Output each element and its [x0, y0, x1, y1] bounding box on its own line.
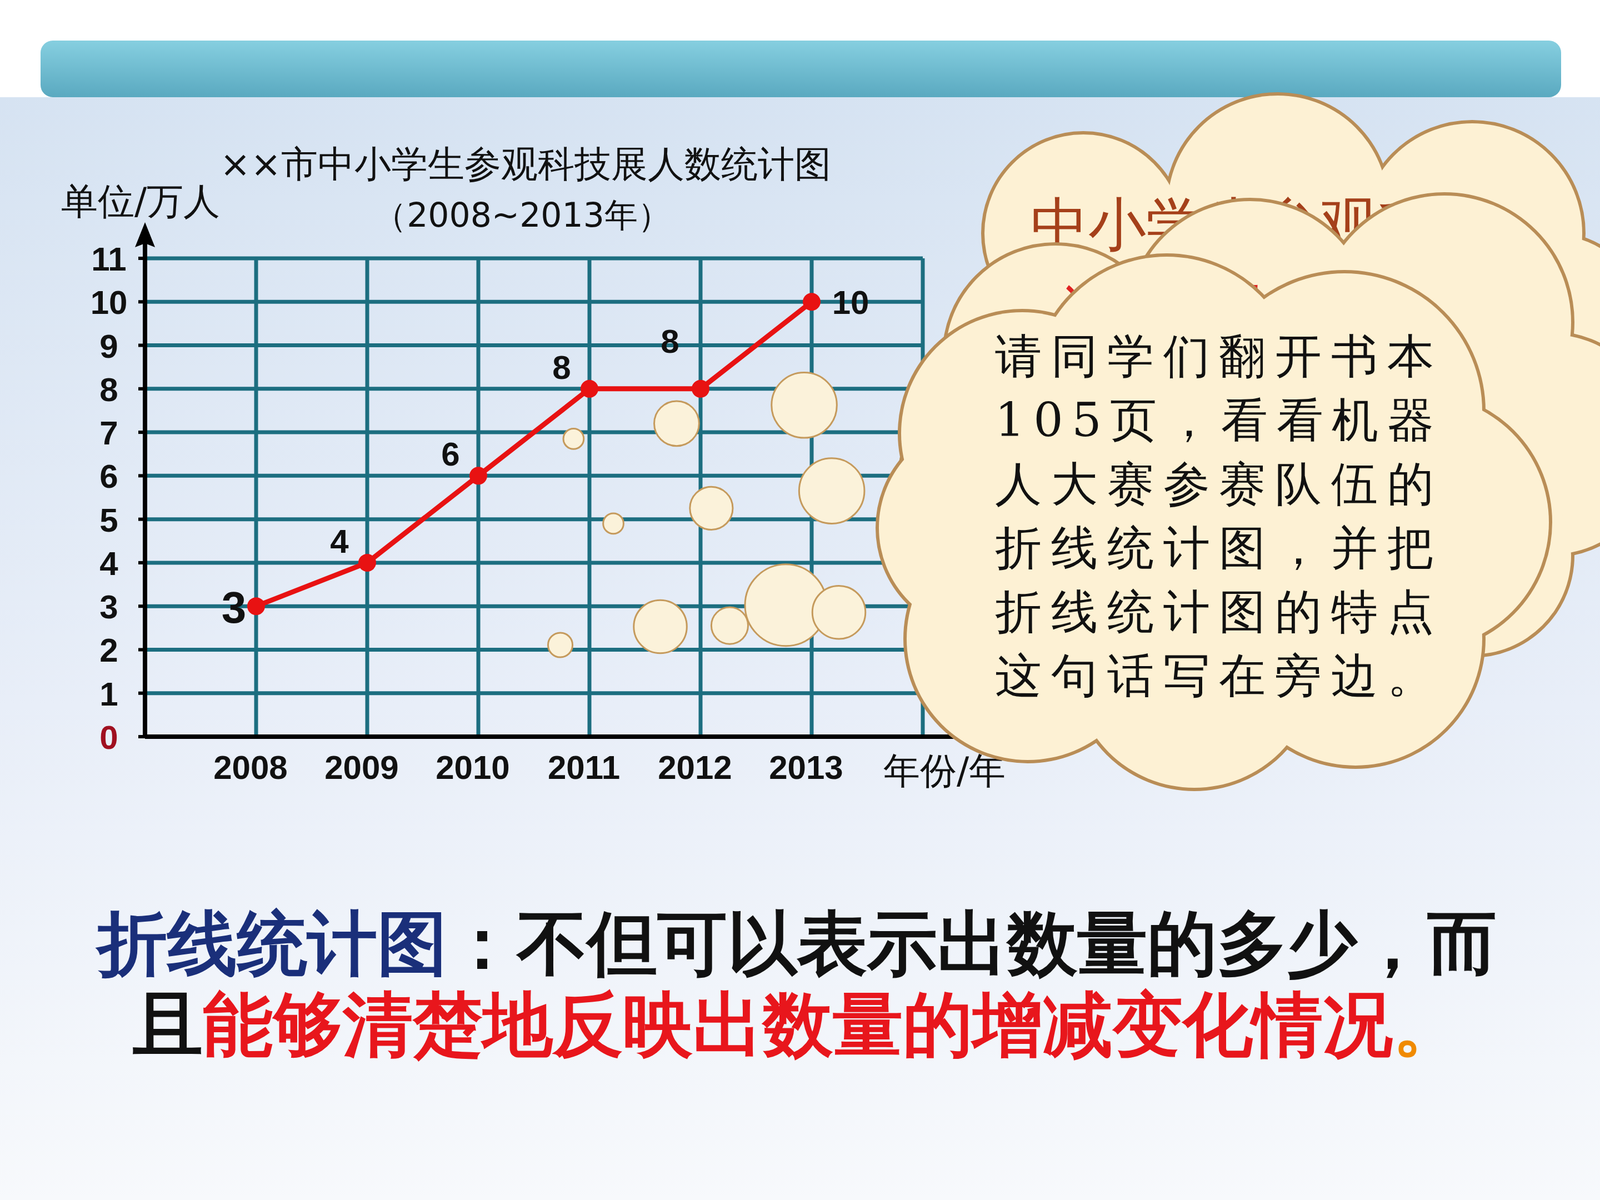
decor-bubble	[633, 600, 688, 654]
y-tick-label: 6	[99, 457, 118, 495]
background	[0, 0, 1600, 1200]
y-tick	[138, 387, 145, 391]
data-label: 8	[552, 348, 571, 387]
bubbles	[547, 372, 865, 658]
conclusion-highlight: 能够清楚地反映出数量的增减变化情况	[202, 983, 1393, 1066]
y-tick-label: 4	[99, 545, 119, 583]
data-point	[580, 380, 599, 398]
conclusion-term: 折线统计图	[95, 902, 448, 985]
cloud-front-text: 折线统计图，并把	[995, 520, 1434, 575]
y-tick	[138, 473, 145, 478]
grid-line-y	[145, 256, 923, 261]
background-sky	[0, 97, 1600, 1200]
grid-line-y	[145, 517, 923, 522]
y-tick-label: 11	[91, 240, 127, 278]
y-tick	[138, 691, 145, 695]
x-tick-label: 2010	[435, 748, 510, 787]
y-tick	[138, 430, 145, 434]
grid-line-x	[476, 258, 481, 737]
conclusion-text: ：不但可以表示出数量的多少，而	[447, 902, 1498, 985]
grid-line-y	[145, 343, 923, 348]
y-tick	[138, 604, 145, 608]
grid-line-x	[254, 258, 259, 737]
x-axis	[145, 734, 984, 739]
decor-bubble	[563, 428, 584, 450]
grid-line-x	[365, 258, 370, 737]
y-tick-label: 2	[99, 631, 118, 669]
conclusion-end: 。	[1392, 983, 1463, 1066]
cloud-front-text: 折线统计图的特点	[995, 584, 1434, 639]
decor-bubble	[690, 486, 733, 530]
cloud-front	[877, 255, 1550, 789]
slide: ××市中小学生参观科技展人数统计图（2008~2013年）单位/万人年份/年01…	[0, 0, 1600, 1200]
y-axis-arrow	[135, 222, 155, 248]
x-tick-label: 2011	[547, 748, 620, 787]
data-label: 3	[221, 582, 247, 633]
data-label: 6	[441, 435, 460, 473]
cloud-front-text: 这句话写在旁边。	[995, 648, 1434, 703]
chart-title: ××市中小学生参观科技展人数统计图	[220, 142, 832, 186]
decor-bubble	[771, 372, 838, 439]
y-tick-label: 3	[99, 588, 118, 626]
y-tick	[138, 256, 145, 260]
y-axis	[142, 238, 148, 737]
cloud-front-text: 请同学们翻开书本	[995, 328, 1434, 384]
cloud-front-text: 人大赛参赛队伍的	[995, 456, 1434, 512]
chart-subtitle: （2008~2013年）	[373, 195, 672, 235]
y-tick	[138, 735, 145, 739]
data-point	[247, 597, 265, 615]
y-axis-label: 单位/万人	[61, 180, 220, 223]
conclusion-line-1: 折线统计图：不但可以表示出数量的多少，而	[95, 902, 1498, 985]
data-label: 10	[832, 283, 870, 322]
data-point	[469, 466, 488, 485]
grid-line-y	[145, 647, 923, 652]
cloud-middle	[900, 194, 1600, 656]
conclusion-text: 且	[132, 983, 203, 1066]
y-tick	[138, 517, 145, 522]
y-tick-label: 10	[90, 283, 128, 322]
y-tick-label: 9	[99, 327, 118, 365]
decor-bubble	[711, 607, 748, 644]
decor-bubble	[547, 632, 573, 658]
decor-bubble	[798, 458, 865, 524]
y-tick-label: 7	[99, 414, 118, 452]
data-label: 4	[330, 522, 349, 560]
x-tick-label: 2013	[768, 748, 843, 787]
x-tick-label: 2008	[213, 748, 288, 787]
decor-bubble	[812, 585, 866, 639]
y-tick-label: 5	[99, 501, 118, 539]
y-tick	[138, 647, 145, 652]
y-tick	[138, 300, 145, 304]
data-point	[358, 553, 377, 572]
y-tick	[138, 561, 145, 565]
y-tick-label: 8	[99, 371, 118, 409]
cloud-front-text: 105页，看看机器	[995, 392, 1434, 448]
y-tick-label: 0	[99, 718, 118, 757]
data-point	[802, 292, 821, 311]
conclusion-line-2: 且能够清楚地反映出数量的增减变化情况。	[132, 983, 1463, 1066]
decor-bubble	[603, 513, 624, 534]
header-bar	[40, 40, 1562, 98]
grid-line-y	[145, 560, 923, 565]
decor-bubble	[654, 401, 700, 447]
data-group	[247, 292, 821, 615]
y-tick	[138, 343, 145, 348]
data-label: 8	[660, 322, 679, 360]
grid-line-x	[587, 258, 592, 737]
grid-line-y	[145, 691, 923, 695]
data-line	[256, 301, 812, 607]
chart: ××市中小学生参观科技展人数统计图（2008~2013年）单位/万人年份/年01…	[61, 142, 1006, 793]
x-tick-label: 2012	[657, 748, 732, 787]
data-point	[691, 380, 710, 398]
x-tick-label: 2009	[324, 748, 399, 787]
y-tick-label: 1	[99, 675, 118, 713]
